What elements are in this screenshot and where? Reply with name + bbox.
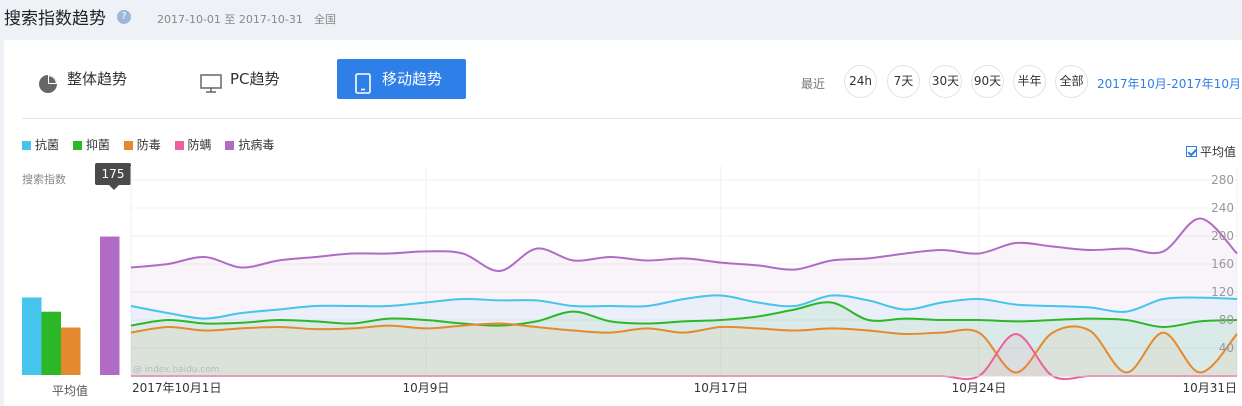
pie-chart-icon (38, 69, 58, 109)
legend-item[interactable]: 防螨 (174, 136, 212, 153)
x-tick-label: 10月9日 (402, 381, 449, 395)
top-header: 搜索指数趋势 ? 2017-10-01 至 2017-10-31 全国 (0, 0, 1242, 38)
series-line (130, 294, 1238, 320)
page-title: 搜索指数趋势 (4, 9, 106, 29)
legend-swatch (174, 141, 184, 150)
y-tick-label: 80 (1219, 313, 1234, 327)
average-bar (100, 236, 120, 375)
tab-pc-label: PC趋势 (230, 70, 280, 88)
divider (22, 118, 1242, 119)
legend-swatch (22, 141, 31, 150)
help-icon[interactable]: ? (117, 10, 131, 24)
y-tick-label: 40 (1219, 341, 1234, 355)
average-bar (61, 327, 81, 375)
x-tick-label: 10月24日 (952, 381, 1007, 395)
region-label: 全国 (314, 13, 336, 26)
y-tick-label: 160 (1211, 257, 1234, 271)
tab-overall-trend[interactable]: 整体趋势 (38, 59, 168, 99)
trend-panel: 整体趋势 PC趋势 移动趋势 最近 24h 7天 30天 90天 半年 全部 2… (4, 40, 1242, 406)
checkbox-icon (1186, 146, 1197, 157)
legend-swatch (123, 141, 133, 150)
legend-label: 抗菌 (35, 138, 60, 152)
y-tick-label: 120 (1211, 285, 1234, 299)
x-tick-label: 10月31日 (1182, 381, 1237, 395)
series-area (131, 218, 1237, 376)
legend-item[interactable]: 抗菌 (22, 136, 59, 153)
legend-item[interactable]: 防毒 (123, 136, 161, 153)
tab-mobile-trend[interactable]: 移动趋势 (337, 59, 466, 99)
range-30d-button[interactable]: 30天 (929, 65, 962, 98)
legend-label: 抗病毒 (238, 138, 275, 152)
y-axis-title: 搜索指数 (22, 173, 66, 186)
series-area (131, 323, 1237, 376)
recent-label: 最近 (801, 77, 826, 91)
average-checkbox[interactable]: 平均值 (1186, 143, 1236, 160)
current-period-link[interactable]: 2017年10月-2017年10月 (1097, 77, 1241, 91)
legend-swatch (225, 141, 235, 150)
average-bar-label: 平均值 (52, 383, 88, 398)
y-tick-label: 200 (1211, 229, 1234, 243)
average-checkbox-label: 平均值 (1200, 145, 1237, 159)
series-line (130, 301, 1238, 329)
chart-legend: 抗菌 抑菌 防毒 防螨 抗病毒 (22, 136, 284, 152)
range-all-button[interactable]: 全部 (1055, 65, 1088, 98)
legend-label: 抑菌 (85, 138, 110, 152)
bar-tooltip: 175 (95, 163, 131, 190)
legend-label: 防螨 (187, 138, 212, 152)
series-area (131, 295, 1237, 376)
legend-swatch (72, 141, 82, 150)
legend-item[interactable]: 抗病毒 (225, 136, 274, 153)
range-half-year-button[interactable]: 半年 (1013, 65, 1046, 98)
legend-label: 防毒 (136, 138, 161, 152)
y-tick-label: 280 (1211, 173, 1234, 187)
tablet-icon (355, 69, 371, 109)
average-bar (22, 297, 42, 375)
monitor-icon (200, 69, 222, 109)
x-tick-label: 10月17日 (694, 381, 749, 395)
trend-chart: 平均值 40 80 120 160 200 240 280 2017年10月1日 10月9日 10月… (22, 166, 1238, 398)
range-90d-button[interactable]: 90天 (971, 65, 1004, 98)
range-7d-button[interactable]: 7天 (887, 65, 920, 98)
x-tick-label: 2017年10月1日 (132, 381, 221, 395)
y-tick-label: 240 (1211, 201, 1234, 215)
tab-overall-label: 整体趋势 (67, 70, 128, 88)
watermark: @ index.baidu.com (133, 365, 220, 375)
tab-mobile-label: 移动趋势 (382, 70, 443, 88)
range-24h-button[interactable]: 24h (844, 65, 877, 98)
legend-item[interactable]: 抑菌 (72, 136, 110, 153)
series-line (130, 322, 1238, 374)
series-area (131, 334, 1237, 380)
tab-pc-trend[interactable]: PC趋势 (200, 59, 330, 99)
average-bar (41, 311, 61, 375)
series-line (130, 217, 1238, 273)
date-range: 2017-10-01 至 2017-10-31 (157, 13, 303, 26)
